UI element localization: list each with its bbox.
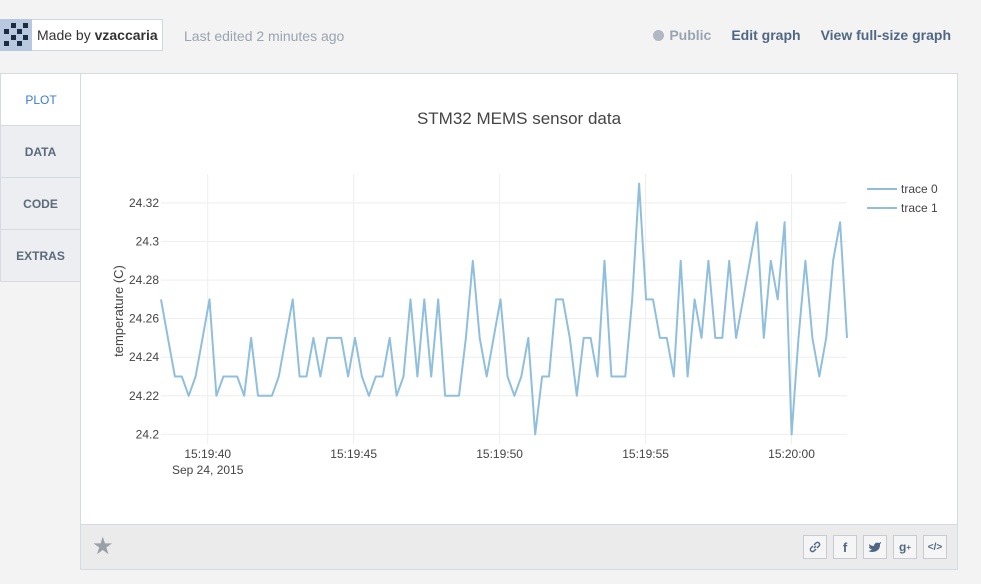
twitter-icon[interactable] (863, 535, 887, 559)
chart-grid (161, 174, 847, 444)
y-axis-label: temperature (C) (111, 265, 126, 357)
y-tick-label: 24.22 (129, 389, 159, 403)
panel-footer: ★ f g + </> (81, 524, 957, 569)
y-tick-label: 24.24 (129, 350, 159, 364)
chart-legend: trace 0 trace 1 (867, 182, 938, 215)
x-tick-label: 15:19:40 (184, 447, 231, 461)
y-tick-label: 24.26 (129, 312, 159, 326)
x-tick-label: 15:19:45 (330, 447, 377, 461)
edit-graph-link[interactable]: Edit graph (731, 27, 801, 43)
tab-code[interactable]: CODE (0, 178, 81, 230)
globe-icon (653, 29, 665, 41)
series-line-trace-0[interactable] (160, 182, 848, 436)
line-chart[interactable]: STM32 MEMS sensor data 24.224.2224.2424.… (81, 74, 957, 524)
facebook-icon[interactable]: f (833, 535, 857, 559)
y-tick-label: 24.28 (129, 273, 159, 287)
view-full-size-link[interactable]: View full-size graph (820, 27, 951, 43)
last-edited-text: Last edited 2 minutes ago (184, 28, 345, 44)
x-tick-label: 15:20:00 (768, 447, 815, 461)
y-tick-label: 24.3 (136, 235, 160, 249)
tab-plot[interactable]: PLOT (0, 73, 81, 126)
link-icon[interactable] (803, 535, 827, 559)
top-nav: Public Edit graph View full-size graph (653, 27, 951, 43)
x-tick-label: 15:19:55 (622, 447, 669, 461)
plot-panel: STM32 MEMS sensor data 24.2 24.22 24.24 24.… (80, 73, 958, 570)
tab-data[interactable]: DATA (0, 126, 81, 178)
side-tabs: PLOT DATA CODE EXTRAS (0, 73, 81, 282)
share-buttons: f g + </> (803, 535, 947, 559)
author-name: vzaccaria (94, 27, 158, 43)
embed-icon[interactable]: </> (923, 535, 947, 559)
y-tick-label: 24.2 (136, 427, 160, 441)
legend-item-1[interactable]: trace 1 (901, 201, 938, 215)
made-by-prefix: Made by (37, 27, 95, 43)
tab-extras[interactable]: EXTRAS (0, 230, 81, 282)
x-axis-ticks: 15:19:40 Sep 24, 2015 15:19:45 15:19:50 15:1… (172, 447, 815, 477)
avatar (0, 19, 32, 51)
legend-item-0[interactable]: trace 0 (901, 182, 938, 196)
x-tick-date: Sep 24, 2015 (172, 463, 244, 477)
x-tick-label: 15:19:50 (476, 447, 523, 461)
google-plus-icon[interactable]: g + (893, 535, 917, 559)
chart-title: STM32 MEMS sensor data (417, 109, 622, 128)
made-by-text: Made by vzaccaria (37, 27, 158, 43)
y-axis-ticks: 24.2 24.22 24.24 24.26 24.28 24.3 24.32 (129, 196, 159, 441)
public-indicator[interactable]: Public (653, 27, 711, 43)
public-label: Public (669, 27, 712, 43)
star-icon[interactable]: ★ (92, 533, 114, 560)
author-badge[interactable]: Made by vzaccaria (0, 19, 163, 51)
y-tick-label: 24.32 (129, 196, 159, 210)
